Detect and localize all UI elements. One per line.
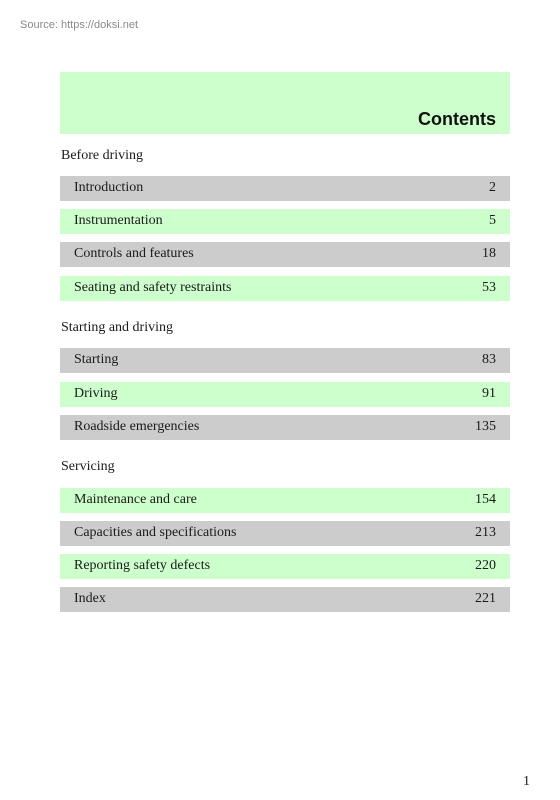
toc-label: Introduction [74,180,144,195]
toc-row-controls-and-features[interactable]: Controls and features 18 [60,242,510,267]
toc-label: Reporting safety defects [74,558,211,573]
toc-row-driving[interactable]: Driving 91 [60,382,510,407]
toc-page: 83 [482,352,496,367]
toc-row-roadside-emergencies[interactable]: Roadside emergencies 135 [60,415,510,440]
toc-row-capacities-and-specifications[interactable]: Capacities and specifications 213 [60,521,510,546]
toc-page: 18 [482,246,496,261]
toc-label: Index [74,591,106,606]
toc-row-maintenance-and-care[interactable]: Maintenance and care 154 [60,488,510,513]
toc-row-starting[interactable]: Starting 83 [60,348,510,373]
toc-row-seating-and-safety-restraints[interactable]: Seating and safety restraints 53 [60,276,510,301]
toc-page: 220 [475,558,496,573]
toc-page: 91 [482,386,496,401]
toc-label: Maintenance and care [74,492,197,507]
section-title-starting-and-driving: Starting and driving [61,320,173,335]
toc-label: Seating and safety restraints [74,280,232,295]
toc-page: 5 [489,213,496,228]
page-title: Contents [418,109,496,129]
toc-page: 213 [475,525,496,540]
toc-row-instrumentation[interactable]: Instrumentation 5 [60,209,510,234]
toc-page: 221 [475,591,496,606]
source-caption: Source: https://doksi.net [20,19,139,31]
toc-label: Driving [74,386,118,401]
toc-page: 135 [475,419,496,434]
toc-page: 53 [482,280,496,295]
toc-label: Roadside emergencies [74,419,200,434]
section-title-servicing: Servicing [61,459,115,474]
toc-label: Capacities and specifications [74,525,237,540]
page-number: 1 [523,774,530,789]
contents-header-band: Contents [60,72,510,134]
toc-label: Instrumentation [74,213,163,228]
toc-page: 2 [489,180,496,195]
toc-row-introduction[interactable]: Introduction 2 [60,176,510,201]
toc-row-reporting-safety-defects[interactable]: Reporting safety defects 220 [60,554,510,579]
toc-row-index[interactable]: Index 221 [60,587,510,612]
toc-label: Starting [74,352,119,367]
toc-label: Controls and features [74,246,194,261]
toc-page: 154 [475,492,496,507]
section-title-before-driving: Before driving [61,148,144,163]
